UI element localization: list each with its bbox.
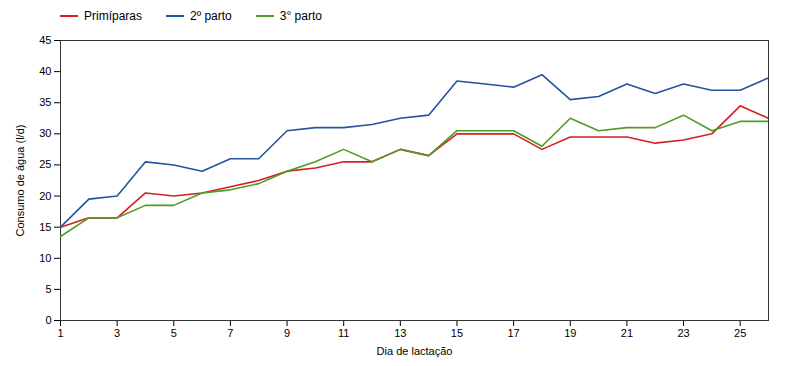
svg-text:23: 23 (677, 327, 689, 339)
svg-text:45: 45 (39, 34, 51, 46)
svg-text:1: 1 (57, 327, 63, 339)
svg-text:25: 25 (39, 158, 51, 170)
svg-text:Consumo de água (l/d): Consumo de água (l/d) (14, 125, 26, 237)
svg-text:Dia de lactação: Dia de lactação (377, 345, 453, 357)
svg-text:3: 3 (114, 327, 120, 339)
svg-text:5: 5 (45, 283, 51, 295)
svg-text:0: 0 (45, 314, 51, 326)
svg-text:25: 25 (734, 327, 746, 339)
svg-text:19: 19 (564, 327, 576, 339)
svg-text:15: 15 (39, 221, 51, 233)
svg-text:5: 5 (171, 327, 177, 339)
html-text:3° parto: 3° parto (279, 9, 322, 23)
svg-text:15: 15 (451, 327, 463, 339)
svg-text:17: 17 (507, 327, 519, 339)
svg-text:10: 10 (39, 252, 51, 264)
svg-text:13: 13 (394, 327, 406, 339)
svg-text:21: 21 (621, 327, 633, 339)
html-text:2º parto: 2º parto (190, 9, 232, 23)
svg-text:40: 40 (39, 65, 51, 77)
svg-text:9: 9 (284, 327, 290, 339)
svg-text:20: 20 (39, 190, 51, 202)
svg-text:30: 30 (39, 127, 51, 139)
svg-text:35: 35 (39, 96, 51, 108)
svg-text:11: 11 (338, 327, 349, 339)
html-text:Primíparas: Primíparas (84, 9, 142, 23)
svg-text:7: 7 (227, 327, 233, 339)
